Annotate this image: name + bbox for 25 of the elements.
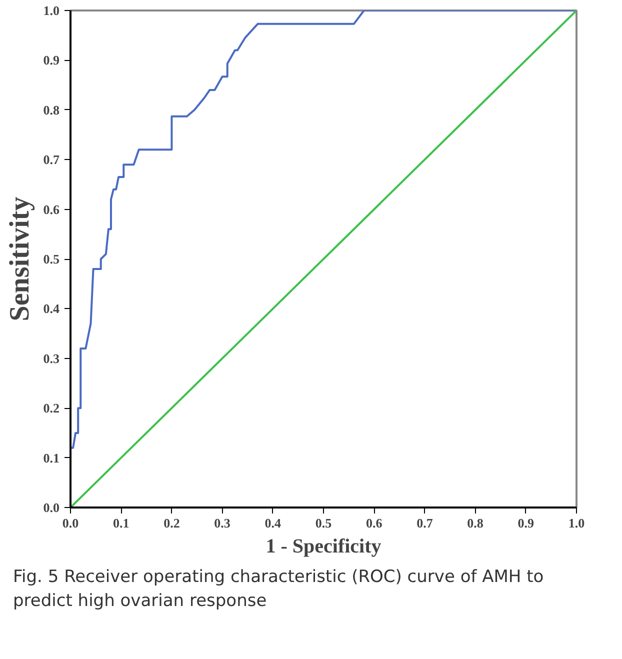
y-tick-label: 0.7 <box>43 152 60 168</box>
x-tick-label: 0.3 <box>214 516 231 530</box>
x-tick-label: 0.8 <box>467 516 484 530</box>
x-tick-label: 0.0 <box>62 516 79 530</box>
caption: Fig. 5 Receiver operating characteristic (ROC) curve of AMH to predict high ovarian response <box>12 566 545 614</box>
x-tick-label: 0.5 <box>315 516 332 530</box>
x-tick-label: 0.7 <box>416 516 434 530</box>
x-tick-label: 0.9 <box>518 516 535 530</box>
x-tick-label: 0.4 <box>264 516 282 530</box>
y-tick-label: 0.3 <box>43 350 60 366</box>
x-tick-label: 1.0 <box>568 516 585 530</box>
y-tick-label: 1.0 <box>43 3 60 18</box>
x-tick-label: 0.6 <box>366 516 383 530</box>
y-tick-label: 0.2 <box>43 400 60 416</box>
x-tick-label: 0.1 <box>112 516 130 530</box>
y-axis-title: Sensitivity <box>4 196 36 322</box>
y-tick-label: 0.8 <box>43 102 60 118</box>
y-tick-label: 0.9 <box>43 52 60 68</box>
y-tick-label: 0.0 <box>43 500 60 515</box>
x-tick-label: 0.2 <box>164 516 180 530</box>
y-tick-label: 0.6 <box>43 202 60 217</box>
y-tick-label: 0.5 <box>43 252 60 266</box>
x-axis-title: 1 - Specificity <box>266 536 382 558</box>
y-tick-label: 0.4 <box>43 301 60 316</box>
y-tick-label: 0.1 <box>43 450 60 466</box>
